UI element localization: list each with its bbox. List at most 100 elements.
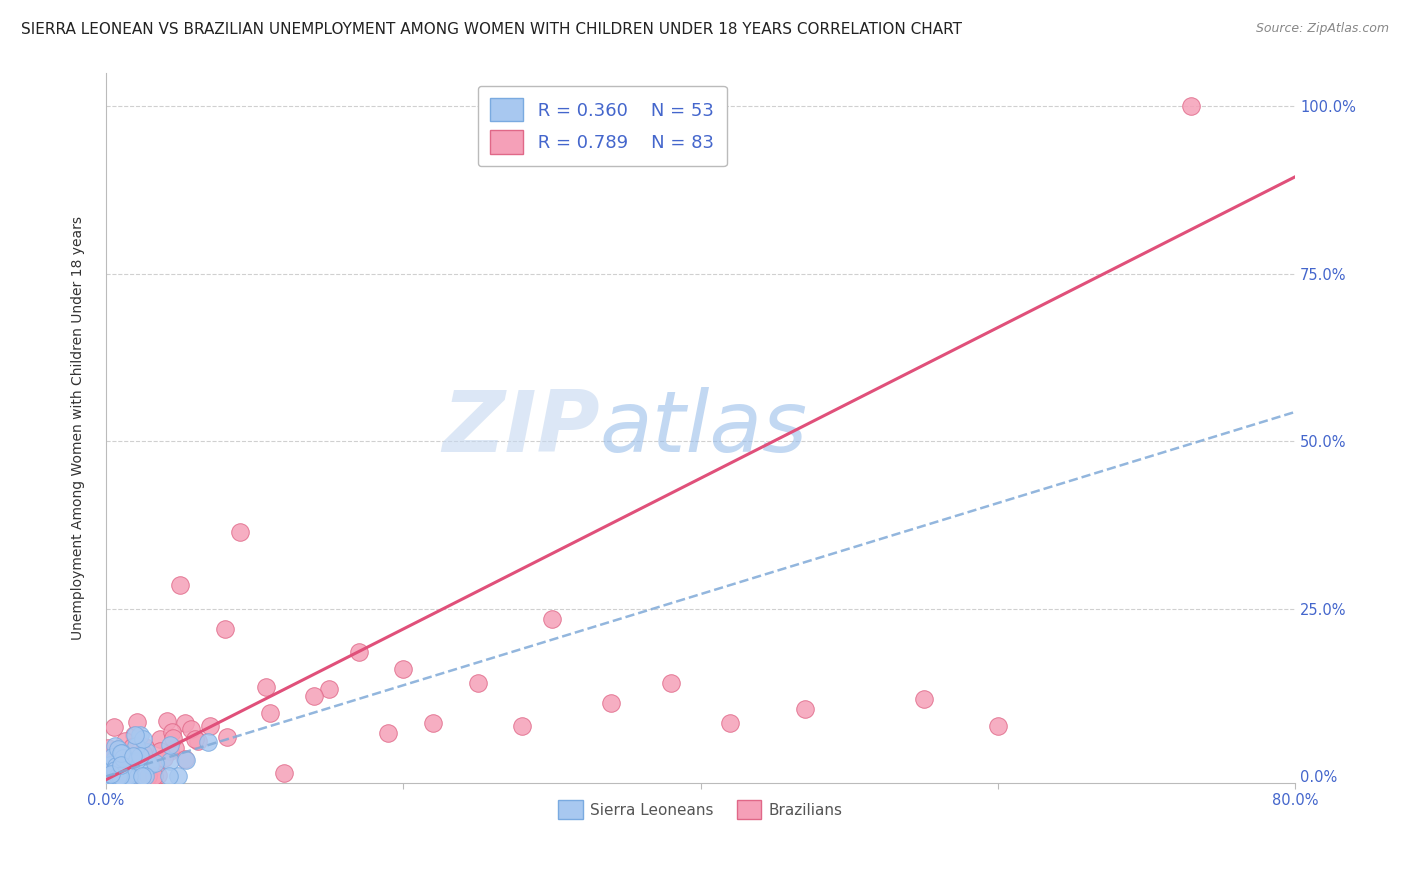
Point <box>124 729 146 743</box>
Point <box>111 765 134 780</box>
Point <box>131 747 153 761</box>
Point <box>96 756 118 771</box>
Point <box>115 764 138 778</box>
Point <box>169 578 191 592</box>
Point <box>110 760 132 774</box>
Point <box>108 769 131 783</box>
Point <box>132 732 155 747</box>
Point <box>160 725 183 739</box>
Point <box>107 769 129 783</box>
Point <box>159 754 181 768</box>
Point <box>115 769 138 783</box>
Point <box>793 702 815 716</box>
Point <box>259 706 281 720</box>
Point <box>101 764 124 779</box>
Point <box>96 757 118 772</box>
Point <box>659 675 682 690</box>
Point <box>392 662 415 676</box>
Point <box>347 645 370 659</box>
Point <box>112 762 135 776</box>
Point <box>103 765 125 780</box>
Point <box>912 692 935 706</box>
Point <box>101 769 124 783</box>
Point <box>131 749 153 764</box>
Point <box>718 715 741 730</box>
Point <box>122 728 145 742</box>
Point <box>117 769 139 783</box>
Point <box>96 769 118 783</box>
Point <box>254 681 277 695</box>
Point <box>107 769 129 783</box>
Point <box>180 722 202 736</box>
Point <box>112 754 135 768</box>
Point <box>174 752 197 766</box>
Point <box>111 760 134 774</box>
Point <box>600 696 623 710</box>
Point <box>98 769 121 783</box>
Point <box>215 730 238 744</box>
Point <box>100 766 122 780</box>
Point <box>105 758 128 772</box>
Point <box>103 753 125 767</box>
Point <box>159 744 181 758</box>
Point <box>1180 99 1202 113</box>
Point <box>107 769 129 783</box>
Point <box>114 769 136 783</box>
Point <box>100 769 122 783</box>
Point <box>97 747 120 761</box>
Point <box>129 728 152 742</box>
Point <box>101 769 124 783</box>
Point <box>96 769 118 783</box>
Point <box>105 748 128 763</box>
Point <box>273 766 295 780</box>
Point <box>135 746 157 760</box>
Point <box>101 750 124 764</box>
Point <box>103 720 125 734</box>
Point <box>153 751 176 765</box>
Point <box>112 754 135 768</box>
Point <box>108 769 131 783</box>
Point <box>121 739 143 754</box>
Point <box>125 714 148 729</box>
Point <box>110 761 132 775</box>
Point <box>96 753 118 767</box>
Point <box>111 746 134 760</box>
Point <box>118 769 141 783</box>
Point <box>107 741 129 756</box>
Point <box>120 769 142 783</box>
Text: ZIP: ZIP <box>441 386 599 469</box>
Point <box>318 682 340 697</box>
Point <box>101 756 124 771</box>
Point <box>112 769 135 783</box>
Point <box>104 739 127 753</box>
Point <box>101 769 124 783</box>
Point <box>114 733 136 747</box>
Point <box>166 769 188 783</box>
Point <box>96 769 118 783</box>
Point <box>97 741 120 756</box>
Point <box>96 769 118 783</box>
Point <box>377 726 399 740</box>
Point <box>187 733 209 747</box>
Point <box>100 769 122 783</box>
Point <box>145 758 167 772</box>
Point <box>174 753 197 767</box>
Y-axis label: Unemployment Among Women with Children Under 18 years: Unemployment Among Women with Children U… <box>72 216 86 640</box>
Point <box>105 742 128 756</box>
Point <box>987 719 1010 733</box>
Point <box>115 762 138 776</box>
Point <box>129 749 152 764</box>
Point <box>422 715 444 730</box>
Point <box>156 714 179 728</box>
Legend: Sierra Leoneans, Brazilians: Sierra Leoneans, Brazilians <box>553 794 849 825</box>
Text: Source: ZipAtlas.com: Source: ZipAtlas.com <box>1256 22 1389 36</box>
Point <box>105 769 128 783</box>
Point <box>125 739 148 754</box>
Point <box>120 769 142 783</box>
Point <box>159 769 181 783</box>
Point <box>143 756 166 771</box>
Point <box>96 751 118 765</box>
Point <box>136 768 159 782</box>
Point <box>101 747 124 762</box>
Point <box>184 732 207 747</box>
